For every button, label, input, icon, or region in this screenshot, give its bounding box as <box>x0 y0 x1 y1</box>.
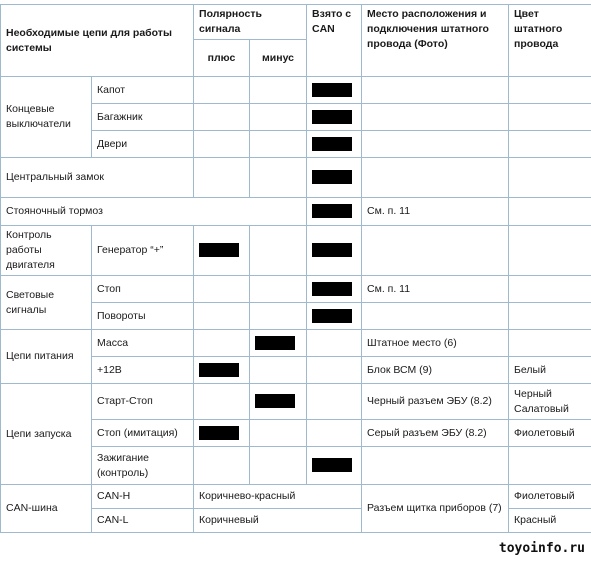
header-color: Цвет штатного провода <box>508 4 591 77</box>
cell-location: Разъем щитка приборов (7) <box>361 484 510 533</box>
row-label: Генератор “+” <box>90 225 195 276</box>
table-row: +12В Блок ВСМ (9) Белый <box>1 356 591 384</box>
redaction-block <box>312 82 353 97</box>
group-end-switches: Концевые выключатели <box>0 76 92 158</box>
row-label: Старт-Стоп <box>90 383 195 420</box>
cell-color: Белый <box>508 356 591 384</box>
table-row: Концевые выключатели Капот <box>0 76 591 158</box>
cell-location: См. п. 11 <box>361 197 510 226</box>
redaction-block <box>312 109 353 124</box>
cell-color: Фиолетовый <box>508 484 591 509</box>
table-row: Цепи запуска Старт-Стоп Черный разъем ЭБ… <box>0 383 591 485</box>
table-row: Световые сигналы Стоп См. п. 11 <box>0 275 591 330</box>
table-row: CAN-шина CAN-H Коричнево-красный Разъем … <box>0 484 591 533</box>
redaction-block <box>312 170 353 185</box>
cell-color: Черный Салатовый <box>508 383 591 420</box>
cell-location: Штатное место (6) <box>361 329 510 357</box>
table-row: Двери <box>1 130 591 158</box>
row-label: Масса <box>90 329 195 357</box>
redaction-block <box>312 243 353 258</box>
row-label: Капот <box>90 76 195 104</box>
redaction-block <box>312 308 353 323</box>
row-label: Повороты <box>90 302 195 330</box>
redaction-block <box>199 243 240 258</box>
cell-location: Черный разъем ЭБУ (8.2) <box>361 383 510 420</box>
table-row: Стоп (имитация) Серый разъем ЭБУ (8.2) Ф… <box>1 419 591 447</box>
redaction-block <box>199 425 240 440</box>
table-row: CAN-L Коричневый Красный <box>1 508 591 533</box>
group-can-bus: CAN-шина <box>0 484 92 533</box>
group-light-signals: Световые сигналы <box>0 275 92 330</box>
redaction-block <box>255 335 296 350</box>
cell-color: Красный <box>508 508 591 533</box>
header-polarity: Полярность сигнала <box>193 4 308 40</box>
redaction-block <box>312 281 353 296</box>
row-label: Стоп <box>90 275 195 303</box>
group-power: Цепи питания <box>0 329 92 384</box>
redaction-block <box>255 394 296 409</box>
table-row: Зажигание (контроль) <box>1 446 591 485</box>
row-label: CAN-H <box>90 484 195 509</box>
group-engine-control: Контроль работы двигателя <box>0 225 92 276</box>
header-row-sub: плюс минус <box>1 39 591 77</box>
row-label: CAN-L <box>90 508 195 533</box>
redaction-block <box>312 136 353 151</box>
header-circuits: Необходимые цепи для работы системы <box>0 4 195 77</box>
header-can: Взято с CAN <box>306 4 363 77</box>
table-row: Центральный замок <box>0 157 591 198</box>
cell-color: Коричневый <box>193 508 363 533</box>
row-label: Багажник <box>90 103 195 131</box>
redaction-block <box>312 458 353 473</box>
header-location: Место расположения и подключения штатног… <box>361 4 510 77</box>
redaction-block <box>312 204 353 219</box>
cell-color: Фиолетовый <box>508 419 591 447</box>
header-row: Необходимые цепи для работы системы Поля… <box>0 4 591 77</box>
row-label: Двери <box>90 130 195 158</box>
group-central-lock: Центральный замок <box>0 157 195 198</box>
table-row: Контроль работы двигателя Генератор “+” <box>0 225 591 276</box>
header-plus: плюс <box>193 39 251 77</box>
row-label: Стоп (имитация) <box>90 419 195 447</box>
table-row: Цепи питания Масса Штатное место (6) <box>0 329 591 384</box>
cell-location: См. п. 11 <box>361 275 510 303</box>
wiring-table: Необходимые цепи для работы системы Поля… <box>0 4 591 533</box>
row-label: Зажигание (контроль) <box>90 446 195 485</box>
cell-location: Блок ВСМ (9) <box>361 356 510 384</box>
table-row: Стояночный тормоз См. п. 11 <box>0 197 591 226</box>
redaction-block <box>199 362 240 377</box>
header-minus: минус <box>249 39 308 77</box>
table-row: Повороты <box>1 302 591 330</box>
cell-color: Коричнево-красный <box>193 484 363 509</box>
group-start: Цепи запуска <box>0 383 92 485</box>
watermark: toyoinfo.ru <box>498 541 585 556</box>
group-parking-brake: Стояночный тормоз <box>0 197 308 226</box>
row-label: +12В <box>90 356 195 384</box>
cell-location: Серый разъем ЭБУ (8.2) <box>361 419 510 447</box>
